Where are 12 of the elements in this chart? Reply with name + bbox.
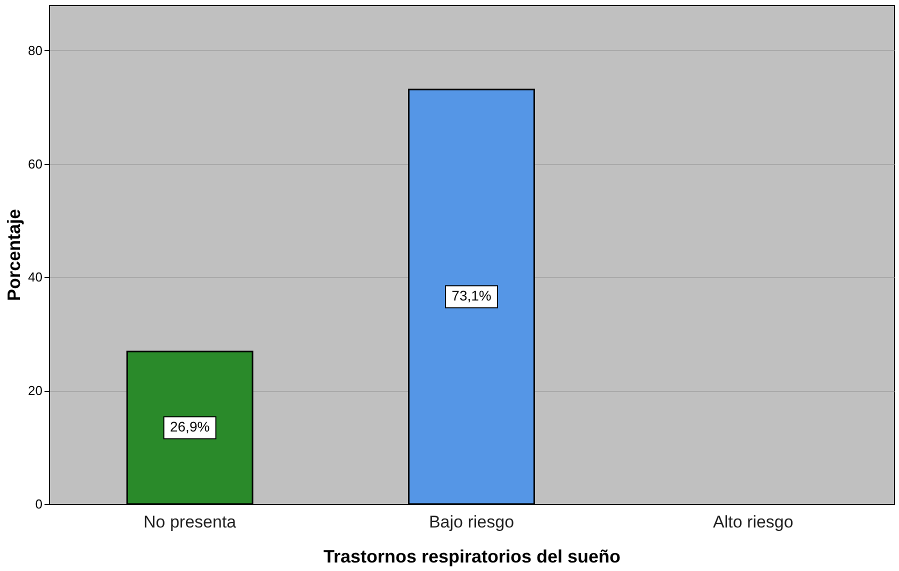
x-tick-label: No presenta [144, 512, 237, 532]
x-tick-label: Bajo riesgo [428, 512, 514, 532]
y-tick-label: 0 [35, 496, 42, 512]
x-axis-title: Trastornos respiratorios del sueño [323, 546, 621, 566]
y-tick-label: 60 [28, 156, 42, 172]
y-tick-label: 80 [28, 42, 42, 58]
y-axis-title: Porcentaje [4, 208, 24, 302]
x-tick-label: Alto riesgo [713, 512, 794, 532]
data-label: 26,9% [170, 418, 210, 435]
y-tick-label: 20 [28, 383, 42, 398]
y-tick-label: 40 [28, 270, 42, 285]
data-label: 73,1% [452, 288, 492, 304]
